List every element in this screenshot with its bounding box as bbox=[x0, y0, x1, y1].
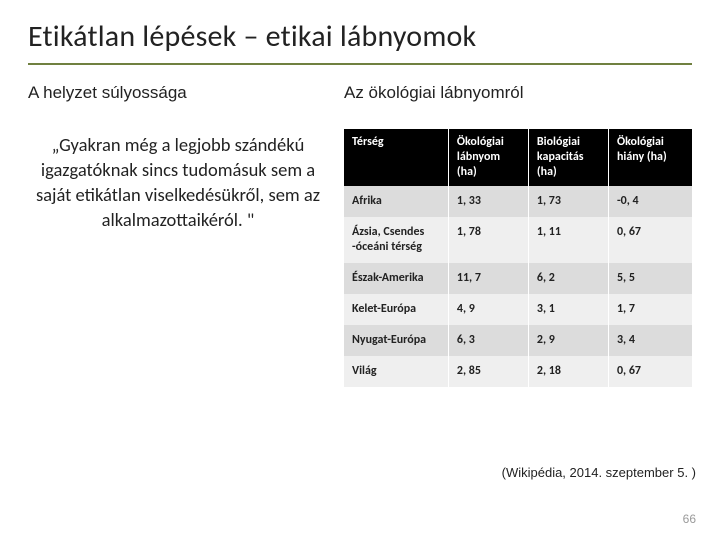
table-header: Térség Ökológiai lábnyom (ha) Biológiai … bbox=[344, 129, 692, 186]
table-row: Afrika 1, 33 1, 73 -0, 4 bbox=[344, 186, 692, 217]
table-cell: 5, 5 bbox=[608, 263, 692, 294]
table-cell: 3, 1 bbox=[528, 294, 608, 325]
table-cell: 6, 2 bbox=[528, 263, 608, 294]
slide-container: Etikátlan lépések – etikai lábnyomok A h… bbox=[0, 0, 720, 540]
table-cell: Afrika bbox=[344, 186, 448, 217]
table-cell: 3, 4 bbox=[608, 325, 692, 356]
table-cell: 1, 33 bbox=[448, 186, 528, 217]
table-cell: 1, 11 bbox=[528, 217, 608, 263]
table-cell: Világ bbox=[344, 356, 448, 387]
table-row: Kelet-Európa 4, 9 3, 1 1, 7 bbox=[344, 294, 692, 325]
quote-text: „Gyakran még a legjobb szándékú igazgató… bbox=[28, 129, 328, 233]
table-body: Afrika 1, 33 1, 73 -0, 4 Ázsia, Csendes … bbox=[344, 186, 692, 387]
table-cell: 2, 18 bbox=[528, 356, 608, 387]
table-cell: 2, 85 bbox=[448, 356, 528, 387]
table-cell: 0, 67 bbox=[608, 217, 692, 263]
footprint-table: Térség Ökológiai lábnyom (ha) Biológiai … bbox=[344, 129, 692, 387]
page-number: 66 bbox=[683, 512, 696, 526]
table-cell: 0, 67 bbox=[608, 356, 692, 387]
left-column: A helyzet súlyossága „Gyakran még a legj… bbox=[28, 83, 328, 387]
table-header-cell: Térség bbox=[344, 129, 448, 186]
table-cell: 6, 3 bbox=[448, 325, 528, 356]
table-cell: 2, 9 bbox=[528, 325, 608, 356]
table-row: Világ 2, 85 2, 18 0, 67 bbox=[344, 356, 692, 387]
two-column-layout: A helyzet súlyossága „Gyakran még a legj… bbox=[28, 83, 692, 387]
table-cell: 1, 78 bbox=[448, 217, 528, 263]
table-cell: -0, 4 bbox=[608, 186, 692, 217]
right-column: Az ökológiai lábnyomról Térség Ökológiai… bbox=[344, 83, 692, 387]
citation-text: (Wikipédia, 2014. szeptember 5. ) bbox=[502, 465, 696, 480]
slide-title: Etikátlan lépések – etikai lábnyomok bbox=[28, 18, 692, 65]
table-header-cell: Biológiai kapacitás (ha) bbox=[528, 129, 608, 186]
table-cell: Nyugat-Európa bbox=[344, 325, 448, 356]
table-row: Ázsia, Csendes -óceáni térség 1, 78 1, 1… bbox=[344, 217, 692, 263]
table-cell: Ázsia, Csendes -óceáni térség bbox=[344, 217, 448, 263]
table-cell: 1, 73 bbox=[528, 186, 608, 217]
table-cell: Észak-Amerika bbox=[344, 263, 448, 294]
table-cell: 4, 9 bbox=[448, 294, 528, 325]
table-cell: 1, 7 bbox=[608, 294, 692, 325]
right-subheading: Az ökológiai lábnyomról bbox=[344, 83, 692, 103]
table-cell: 11, 7 bbox=[448, 263, 528, 294]
table-cell: Kelet-Európa bbox=[344, 294, 448, 325]
table-row: Nyugat-Európa 6, 3 2, 9 3, 4 bbox=[344, 325, 692, 356]
left-subheading: A helyzet súlyossága bbox=[28, 83, 328, 103]
table-header-cell: Ökológiai lábnyom (ha) bbox=[448, 129, 528, 186]
table-row: Észak-Amerika 11, 7 6, 2 5, 5 bbox=[344, 263, 692, 294]
table-header-cell: Ökológiai hiány (ha) bbox=[608, 129, 692, 186]
